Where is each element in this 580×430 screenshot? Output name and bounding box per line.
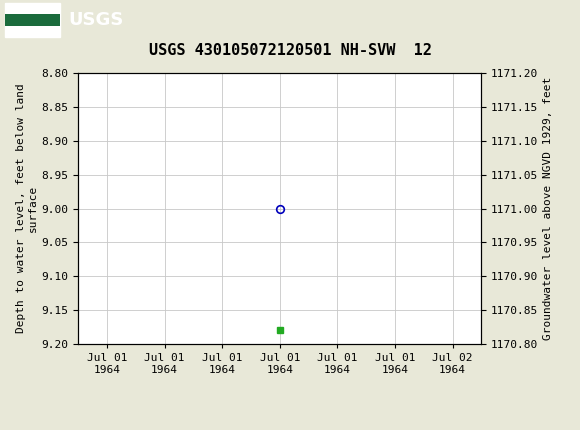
Text: USGS: USGS	[68, 11, 124, 29]
Bar	[5, 14, 60, 26]
Bar	[5, 3, 60, 14]
Y-axis label: Depth to water level, feet below land
surface: Depth to water level, feet below land su…	[16, 84, 38, 333]
Text: USGS 430105072120501 NH-SVW  12: USGS 430105072120501 NH-SVW 12	[148, 43, 432, 58]
Y-axis label: Groundwater level above NGVD 1929, feet: Groundwater level above NGVD 1929, feet	[542, 77, 553, 340]
Bar	[5, 3, 60, 37]
Bar	[5, 26, 60, 37]
